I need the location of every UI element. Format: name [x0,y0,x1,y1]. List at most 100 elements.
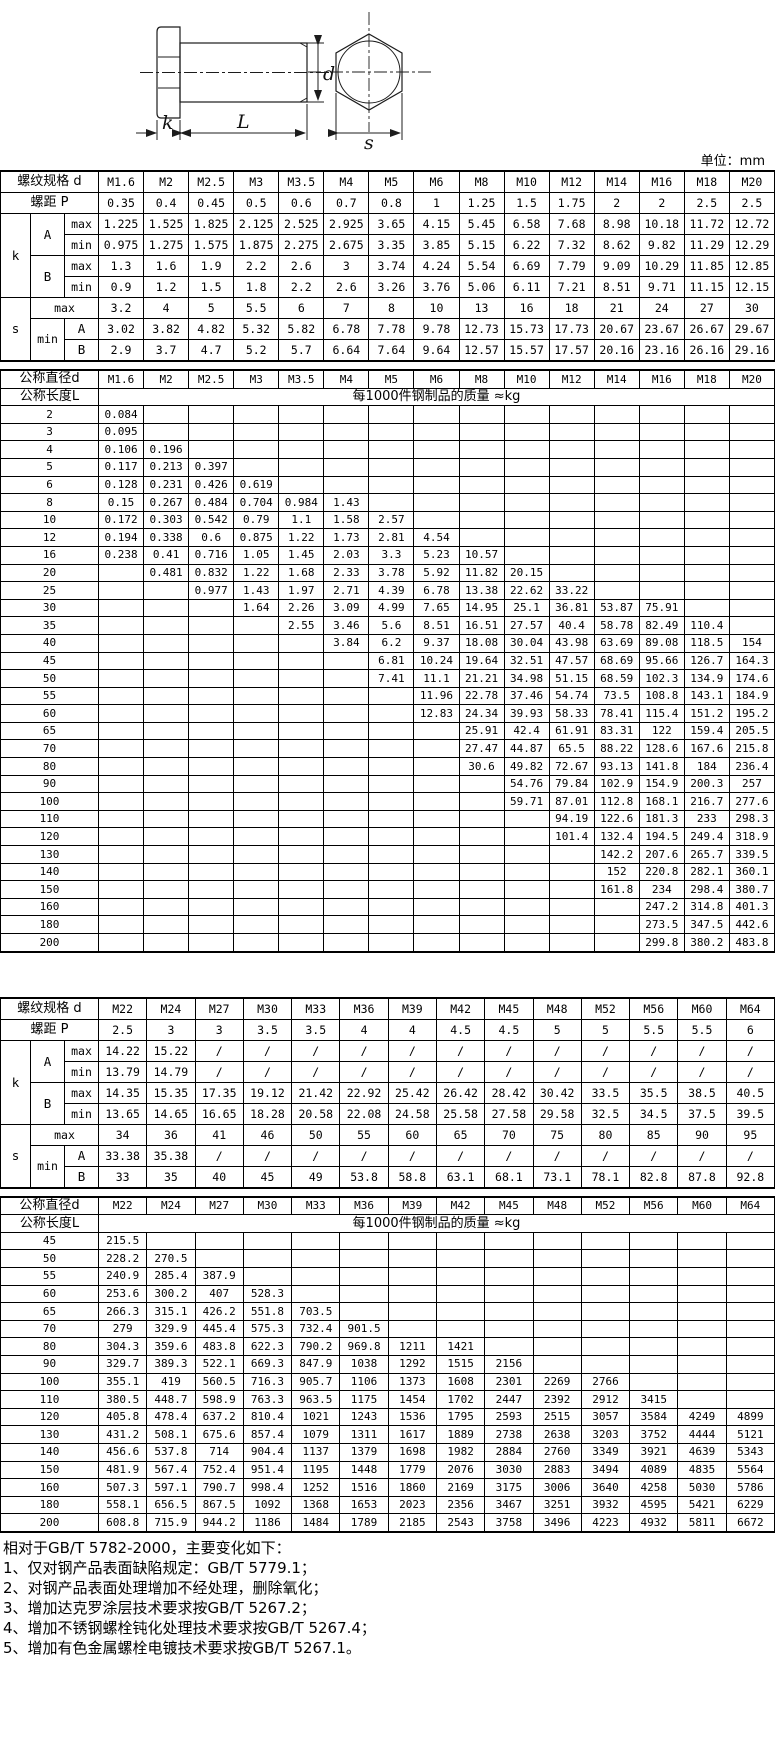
weight-value: 11.96 [413,686,460,706]
weight-value: 1.22 [233,563,280,583]
length-value: 130 [0,845,99,864]
weight-value: 236.4 [728,757,775,776]
k-a-max-value: 8.98 [593,213,640,235]
weight-value [97,774,145,794]
weight-value: 2.57 [368,510,415,530]
weight-value [435,1266,486,1286]
k-b-min-value: 22.08 [339,1102,389,1125]
length-value: 80 [0,1337,99,1356]
pitch-value: 1.5 [503,192,550,214]
weight-value: 1.05 [233,545,280,565]
weight-value [233,757,280,776]
grade-b-label: B [30,1081,65,1125]
weight-value [291,1249,341,1268]
weight-value [683,475,730,495]
weight-value [143,581,190,600]
weight-value [233,457,280,477]
thread-size-header: M18 [683,170,730,193]
k-a-min-value: / [580,1060,631,1083]
weight-value [188,792,235,811]
weight-value: 0.15 [97,493,145,512]
thread-size-header: M48 [532,1196,582,1216]
weight-value: 4.39 [368,581,415,600]
weight-value: 5811 [677,1513,727,1533]
weight-value: 0.79 [233,510,280,530]
weight-value [323,880,370,899]
weight-value [548,510,595,530]
weight-value: 507.3 [97,1478,148,1497]
weight-value [593,493,640,512]
weight-value: 567.4 [146,1460,196,1480]
weight-value: 205.5 [728,721,775,741]
weight-value: 143.1 [683,686,730,706]
weight-value [368,809,415,829]
weight-value: 4639 [677,1442,727,1462]
k-b-max-value: 35.5 [629,1081,679,1104]
weight-value [728,493,775,512]
weight-value: 94.19 [548,809,595,829]
length-value: 160 [0,897,99,917]
weight-value: 282.1 [683,862,730,882]
weight-value: 3496 [532,1513,582,1533]
k-b-max-value: 1.3 [97,255,145,277]
weight-value: 0.704 [233,493,280,512]
weight-value [638,457,685,477]
weight-value [194,1249,244,1268]
weight-value: 752.4 [194,1460,244,1480]
pitch-value: 0.4 [143,192,190,214]
thread-size-header: M33 [291,997,341,1020]
length-value: 55 [0,686,99,706]
weight-value: 560.5 [194,1372,244,1392]
min-label: min [64,1060,99,1083]
k-a-max-value: 1.825 [188,213,235,235]
thread-size-header: M2.5 [188,369,235,389]
weight-value: 732.4 [291,1319,341,1339]
s-max-value: 70 [484,1123,534,1146]
s-min-a-value: / [435,1144,486,1167]
weight-value [728,475,775,495]
weight-value [97,581,145,600]
weight-value: 299.8 [638,932,685,953]
weight-value: 339.5 [728,845,775,864]
k-a-max-value: / [242,1039,293,1062]
k-b-min-value: 39.5 [725,1102,775,1125]
weight-value [143,686,190,706]
s-min-a-value: 7.78 [368,318,415,340]
thread-size-header: M5 [368,170,415,193]
weight-value [97,757,145,776]
grade-b-label: B [64,1165,99,1189]
weight-value: 36.81 [548,598,595,618]
weight-value [725,1319,775,1339]
weight-value [593,440,640,459]
weight-value [97,704,145,723]
k-b-max-value: 30.42 [532,1081,582,1104]
s-max-value: 5.5 [233,297,280,319]
grade-a-label: A [64,1144,99,1167]
weight-value: 905.7 [291,1372,341,1392]
thread-size-header: M16 [638,369,685,389]
weight-value: 215.5 [97,1231,148,1251]
weight-value: 5421 [677,1495,727,1515]
weight-value [188,774,235,794]
weight-value: 969.8 [339,1337,389,1356]
weight-value [638,493,685,512]
weight-value [278,739,325,759]
weight-value [503,932,550,953]
s-min-b-value: 33 [97,1165,148,1189]
weight-value: 522.1 [194,1354,244,1374]
weight-value: 1448 [339,1460,389,1480]
weight-value [143,633,190,653]
weight-value: 329.7 [97,1354,148,1374]
k-a-max-value: / [677,1039,727,1062]
weight-value: 73.5 [593,686,640,706]
weight-value [387,1266,437,1286]
weight-value [97,827,145,847]
weight-value [143,915,190,934]
weight-table-m1_6-m20: 公称直径d M1.6 M2 M2.5 M3 M3.5 M4 M5 M6 M8 M10 M12 M14 M1… [0,369,775,953]
k-b-max-value: 4.24 [413,255,460,277]
weight-value: 159.4 [683,721,730,741]
thread-size-header: M1.6 [97,170,145,193]
weight-value: 108.8 [638,686,685,706]
weight-value [484,1266,534,1286]
weight-value: 1.43 [323,493,370,512]
